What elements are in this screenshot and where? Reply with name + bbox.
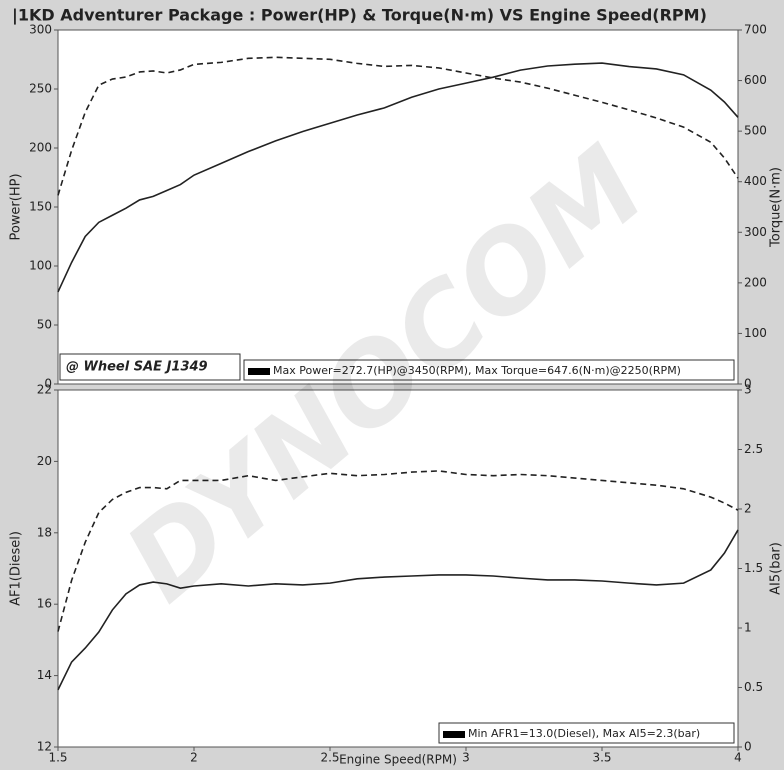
y-axis-label: AF1(Diesel) — [9, 531, 24, 606]
plot-area-bottom — [57, 389, 739, 748]
series-line — [57, 62, 739, 293]
y2-tick-label: 0.5 — [744, 680, 763, 694]
legend-text: Min AFR1=13.0(Diesel), Max AI5=2.3(bar) — [468, 727, 700, 740]
legend-swatch — [248, 368, 270, 375]
chart-title: |1KD Adventurer Package : Power(HP) & To… — [12, 6, 707, 26]
y-tick-label: 100 — [29, 259, 52, 273]
y-tick-label: 14 — [37, 668, 52, 682]
x-axis-label: Engine Speed(RPM) — [339, 753, 457, 767]
y-tick-label: 0 — [44, 377, 52, 391]
x-tick-label: 3 — [462, 751, 470, 765]
y-tick-label: 250 — [29, 82, 52, 96]
x-tick-label: 4 — [734, 751, 742, 765]
x-tick-label: 1.5 — [48, 751, 67, 765]
y2-tick-label: 2 — [744, 502, 752, 516]
x-tick-label: 2.5 — [320, 751, 339, 765]
y2-axis-label: AI5(bar) — [769, 542, 784, 595]
y2-tick-label: 200 — [744, 275, 767, 289]
legend-box — [438, 722, 735, 744]
y2-tick-label: 1.5 — [744, 561, 763, 575]
series-line — [57, 529, 739, 691]
y-tick-label: 200 — [29, 141, 52, 155]
note-box — [59, 353, 241, 381]
y2-tick-label: 400 — [744, 174, 767, 188]
y-tick-label: 16 — [37, 597, 52, 611]
y2-tick-label: 100 — [744, 326, 767, 340]
y2-tick-label: 300 — [744, 225, 767, 239]
y-tick-label: 300 — [29, 23, 52, 37]
series-line — [57, 56, 739, 196]
series-line — [57, 470, 739, 632]
y-tick-label: 12 — [37, 740, 52, 754]
y-axis-label: Power(HP) — [9, 173, 24, 240]
y2-tick-label: 1 — [744, 621, 752, 635]
legend-text: Max Power=272.7(HP)@3450(RPM), Max Torqu… — [273, 364, 681, 377]
y-tick-label: 150 — [29, 200, 52, 214]
y-tick-label: 20 — [37, 454, 52, 468]
y2-tick-label: 0 — [744, 740, 752, 754]
x-tick-label: 2 — [190, 751, 198, 765]
y2-tick-label: 2.5 — [744, 442, 763, 456]
y-tick-label: 22 — [37, 383, 52, 397]
x-tick-label: 3.5 — [592, 751, 611, 765]
note: @ Wheel SAE J1349 — [66, 360, 208, 375]
y2-tick-label: 600 — [744, 73, 767, 87]
y2-tick-label: 500 — [744, 124, 767, 138]
legend-box — [243, 359, 735, 381]
y2-tick-label: 700 — [744, 23, 767, 37]
y-tick-label: 50 — [37, 318, 52, 332]
legend-swatch — [443, 731, 465, 738]
plot-area-top — [57, 29, 739, 385]
y2-axis-label: Torque(N·m) — [769, 167, 784, 248]
y-tick-label: 18 — [37, 525, 52, 539]
y2-tick-label: 3 — [744, 383, 752, 397]
y2-tick-label: 0 — [744, 377, 752, 391]
